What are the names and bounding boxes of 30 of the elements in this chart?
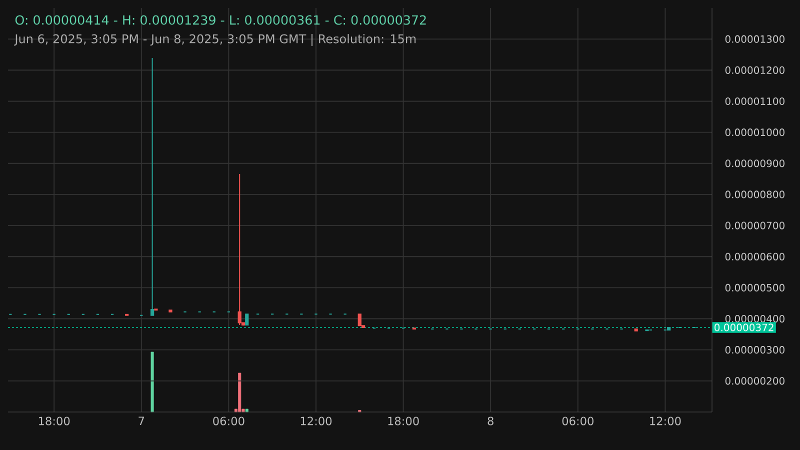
y-tick-label: 0.00000300 — [725, 346, 784, 354]
bar — [245, 408, 248, 412]
y-tick-label: 0.00000700 — [725, 222, 784, 230]
y-tick-label: 0.00000800 — [725, 190, 784, 198]
candlestick — [358, 314, 362, 326]
candlestick — [245, 314, 249, 326]
y-tick-label: 0.00000400 — [725, 314, 784, 323]
x-tick-label: 06:00 — [562, 416, 594, 426]
ref-line-label: 0.00000372 — [714, 324, 774, 332]
y-tick-label: 0.00000200 — [725, 377, 784, 385]
y-tick-label: 0.00000900 — [725, 160, 784, 168]
x-tick-label: 12:00 — [300, 416, 332, 426]
y-tick-label: 0.00001300 — [725, 35, 784, 43]
y-tick-label: 0.00001200 — [725, 66, 784, 74]
y-tick-label: 0.00000600 — [725, 252, 784, 260]
y-tick-label: 0.00001000 — [725, 128, 784, 136]
chart-title: O: 0.00000414 - H: 0.00001239 - L: 0.00000361 - C: 0.00000372 — [15, 15, 426, 25]
x-tick-label: 18:00 — [39, 416, 70, 426]
x-tick-label: 18:00 — [388, 416, 419, 426]
y-tick-label: 0.00000500 — [725, 284, 784, 292]
x-tick-label: 8 — [488, 416, 494, 426]
bar — [238, 372, 242, 412]
text: Jun 6, 2025, 3:05 PM - Jun 8, 2025, 3:05 PM GMT | Resolution: 15m — [14, 34, 416, 46]
x-tick-label: 06:00 — [213, 416, 244, 426]
y-tick-label: 0.00001100 — [725, 97, 784, 106]
bar — [150, 352, 154, 412]
x-tick-label: 12:00 — [650, 416, 681, 426]
x-tick-label: 7 — [138, 416, 144, 425]
candlestick — [150, 58, 154, 316]
candlestick — [238, 173, 242, 326]
